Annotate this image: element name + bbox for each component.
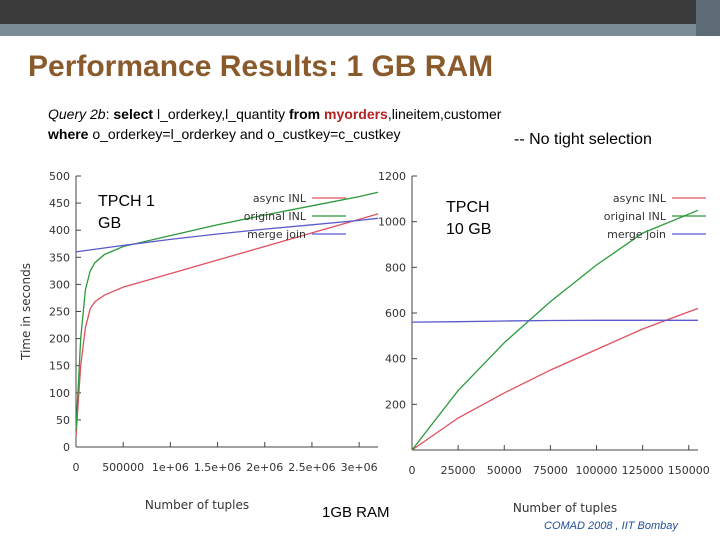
chart1-x-tick-label: 0	[73, 461, 80, 474]
chart2-x-tick-label: 125000	[622, 464, 664, 477]
chart1-y-tick-label: 100	[49, 387, 70, 400]
query-sep: :	[105, 106, 114, 122]
chart1-x-axis-title: Number of tuples	[145, 498, 249, 512]
chart1-legend-label: async INL	[253, 192, 307, 205]
chart2-series-original-inl	[411, 209, 699, 451]
chart2-dataset-label: TPCH	[446, 199, 490, 216]
tables-rest: ,lineitem,customer	[387, 106, 502, 122]
slide-title: Performance Results: 1 GB RAM	[28, 50, 494, 83]
chart1-x-tick-label: 3e+06	[341, 461, 378, 474]
chart2-x-tick-label: 100000	[576, 464, 618, 477]
chart2-x-tick-label: 0	[409, 464, 416, 477]
chart1-dataset-label: GB	[98, 215, 121, 232]
chart2-x-tick-label: 50000	[487, 464, 522, 477]
chart1-legend-label: original INL	[244, 210, 307, 223]
select-keyword: select	[113, 106, 154, 122]
slide-header-bar	[0, 0, 720, 36]
chart1-series-async-inl	[75, 213, 379, 437]
slide-corner-block	[696, 0, 720, 36]
chart2-dataset-label: 10 GB	[446, 221, 491, 238]
chart1-y-tick-label: 150	[49, 360, 70, 373]
chart1-y-tick-label: 200	[49, 333, 70, 346]
chart2-y-tick-label: 400	[385, 353, 406, 366]
select-columns: l_orderkey,l_quantity	[153, 106, 290, 122]
chart1-y-tick-label: 300	[49, 278, 70, 291]
chart1-y-tick-label: 50	[56, 414, 70, 427]
chart1-y-tick-label: 350	[49, 251, 70, 264]
footer-source: COMAD 2008 , IIT Bombay	[544, 520, 678, 532]
chart2-series-merge-join	[411, 319, 698, 323]
chart1-x-tick-label: 1e+06	[152, 461, 189, 474]
chart2-y-tick-label: 200	[385, 398, 406, 411]
chart2-x-tick-label: 150000	[668, 464, 710, 477]
chart1-legend-label: merge join	[247, 228, 306, 241]
from-keyword: from	[289, 106, 321, 122]
chart1-y-tick-label: 0	[63, 441, 70, 454]
selection-note: -- No tight selection	[514, 131, 652, 148]
chart1-x-tick-label: 2.5e+06	[288, 461, 335, 474]
chart2-y-tick-label: 1000	[378, 216, 406, 229]
table-myorders: myorders	[320, 106, 388, 122]
chart2-legend-label: async INL	[613, 192, 667, 205]
chart2-series-async-inl	[411, 307, 699, 451]
slide-accent-bar	[0, 24, 720, 36]
chart1-x-tick-label: 1.5e+06	[194, 461, 241, 474]
where-condition: o_orderkey=l_orderkey and o_custkey=c_cu…	[88, 126, 401, 142]
chart1-y-tick-label: 500	[49, 170, 70, 183]
chart2-x-tick-label: 75000	[533, 464, 568, 477]
chart2-legend-label: original INL	[604, 210, 667, 223]
footer-ram-label: 1GB RAM	[322, 504, 390, 521]
chart2-y-tick-label: 600	[385, 307, 406, 320]
chart1-series-merge-join	[75, 217, 379, 253]
chart2-y-tick-label: 800	[385, 261, 406, 274]
query-line-2: where o_orderkey=l_orderkey and o_custke…	[48, 126, 401, 142]
query-label: Query 2b	[48, 106, 106, 122]
chart2-x-axis-title: Number of tuples	[513, 501, 617, 515]
chart1-y-tick-label: 450	[49, 197, 70, 210]
chart1-series-original-inl	[75, 191, 379, 431]
where-keyword: where	[48, 126, 89, 142]
chart1-y-tick-label: 400	[49, 224, 70, 237]
chart2-legend-label: merge join	[607, 228, 666, 241]
chart1-dataset-label: TPCH 1	[98, 193, 155, 210]
chart2-y-tick-label: 1200	[378, 170, 406, 183]
chart2-x-tick-label: 25000	[441, 464, 476, 477]
chart1-y-tick-label: 250	[49, 306, 70, 319]
query-line-1: Query 2b: select l_orderkey,l_quantity f…	[48, 106, 501, 122]
chart1-x-tick-label: 500000	[102, 461, 144, 474]
chart1-y-axis-title: Time in seconds	[19, 263, 33, 361]
chart1-x-tick-label: 2e+06	[246, 461, 283, 474]
